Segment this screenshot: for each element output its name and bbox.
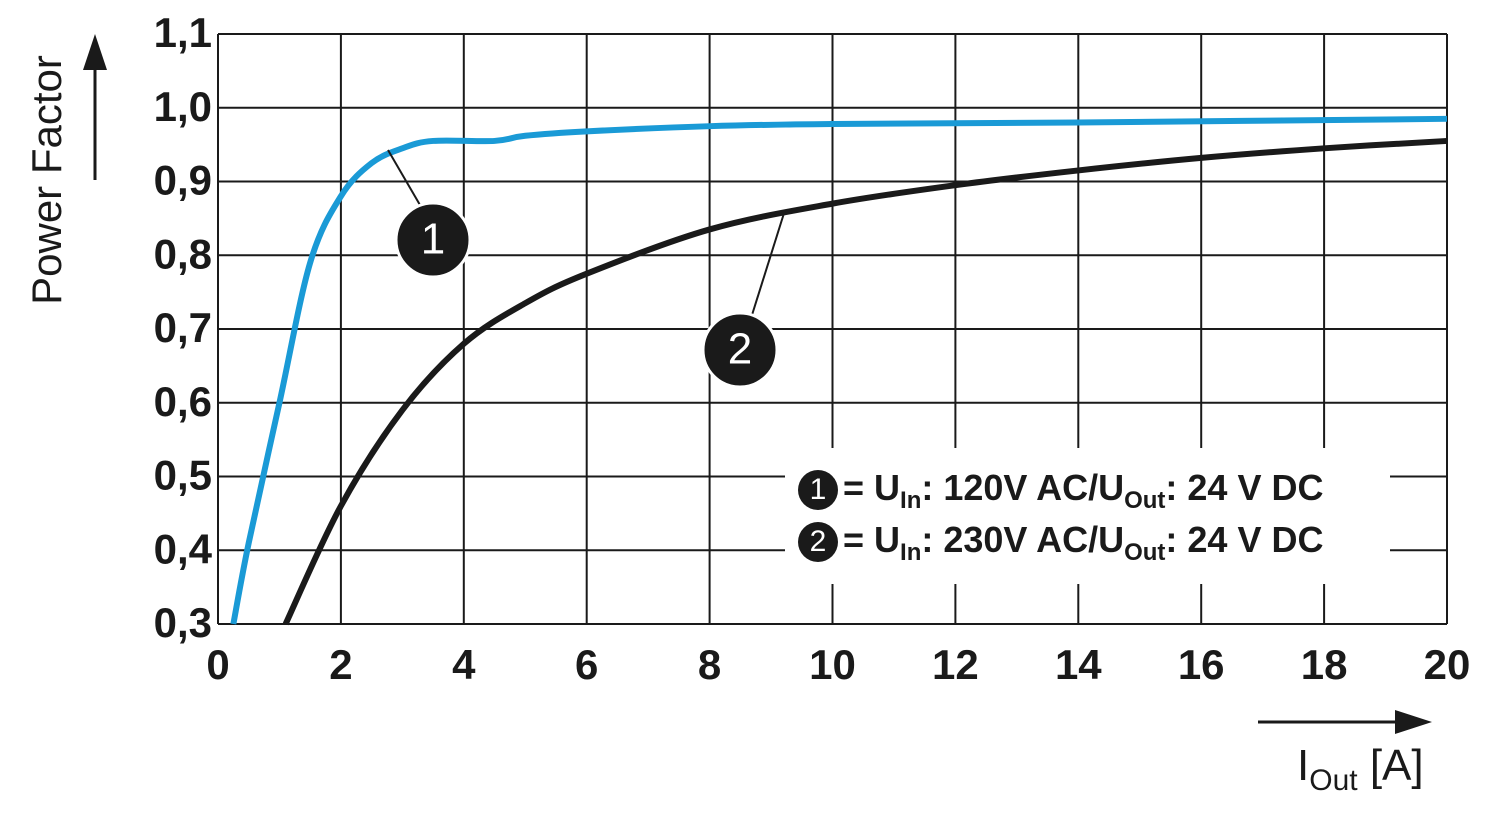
series-line bbox=[230, 115, 1448, 625]
x-title-main: I bbox=[1297, 741, 1309, 790]
x-tick-label: 12 bbox=[932, 641, 979, 688]
legend-text: : 120V AC/U bbox=[921, 467, 1124, 508]
y-axis-title: Power Factor bbox=[23, 55, 70, 305]
legend-text: = U bbox=[843, 467, 900, 508]
y-tick-label: 0,4 bbox=[154, 525, 213, 572]
annotations: 121 = UIn: 120V AC/UOut: 24 V DC2 = UIn: 2… bbox=[387, 149, 1390, 584]
x-tick-label: 4 bbox=[452, 641, 476, 688]
legend-text: : 230V AC/U bbox=[921, 519, 1124, 560]
legend-marker-label: 2 bbox=[810, 525, 827, 558]
legend-box bbox=[785, 448, 1390, 584]
y-tick-label: 0,3 bbox=[154, 599, 212, 646]
legend-text: = U bbox=[843, 519, 900, 560]
x-tick-label: 10 bbox=[809, 641, 856, 688]
legend-sub: Out bbox=[1124, 539, 1165, 566]
x-tick-label: 0 bbox=[206, 641, 229, 688]
legend-entry: = UIn: 230V AC/UOut: 24 V DC bbox=[843, 519, 1323, 567]
x-tick-label: 14 bbox=[1055, 641, 1102, 688]
grid: 0,30,40,50,60,70,80,91,01,10 2 4 6 8 10 12 14 16… bbox=[154, 9, 1471, 688]
callout-circle bbox=[394, 201, 472, 279]
y-tick-label: 0,8 bbox=[154, 230, 212, 277]
x-title-unit: [A] bbox=[1358, 741, 1424, 790]
x-tick-label: 6 bbox=[575, 641, 598, 688]
x-axis-title: IOut [A] bbox=[1297, 741, 1424, 797]
y-tick-label: 1,1 bbox=[154, 9, 212, 56]
y-tick-label: 0,9 bbox=[154, 157, 212, 204]
y-tick-label: 0,5 bbox=[154, 452, 212, 499]
y-tick-label: 0,6 bbox=[154, 378, 212, 425]
x-tick-label: 2 bbox=[329, 641, 352, 688]
callout-circle bbox=[701, 311, 779, 389]
series-line bbox=[282, 137, 1448, 626]
x-title-sub: Out bbox=[1309, 764, 1358, 797]
legend-text: : 24 V DC bbox=[1165, 467, 1323, 508]
y-tick-label: 1,0 bbox=[154, 83, 212, 130]
y-arrow-head bbox=[83, 34, 107, 70]
legend-sub: In bbox=[900, 487, 921, 514]
legend-marker-label: 1 bbox=[810, 473, 827, 506]
curves bbox=[230, 115, 1448, 626]
x-tick-label: 18 bbox=[1301, 641, 1348, 688]
callout-leader bbox=[751, 209, 786, 316]
x-tick-label: 20 bbox=[1424, 641, 1471, 688]
y-tick-label: 0,7 bbox=[154, 304, 212, 351]
x-tick-label: 16 bbox=[1178, 641, 1225, 688]
legend-marker bbox=[798, 522, 838, 562]
legend-marker bbox=[798, 470, 838, 510]
callout-leader bbox=[387, 149, 421, 206]
legend-sub: Out bbox=[1124, 487, 1165, 514]
callout-label: 1 bbox=[421, 215, 445, 264]
legend-entry: = UIn: 120V AC/UOut: 24 V DC bbox=[843, 467, 1323, 515]
callout-label: 2 bbox=[728, 325, 752, 374]
legend-sub: In bbox=[900, 539, 921, 566]
x-tick-label: 8 bbox=[698, 641, 721, 688]
legend-text: : 24 V DC bbox=[1165, 519, 1323, 560]
x-arrow-head bbox=[1395, 710, 1432, 734]
